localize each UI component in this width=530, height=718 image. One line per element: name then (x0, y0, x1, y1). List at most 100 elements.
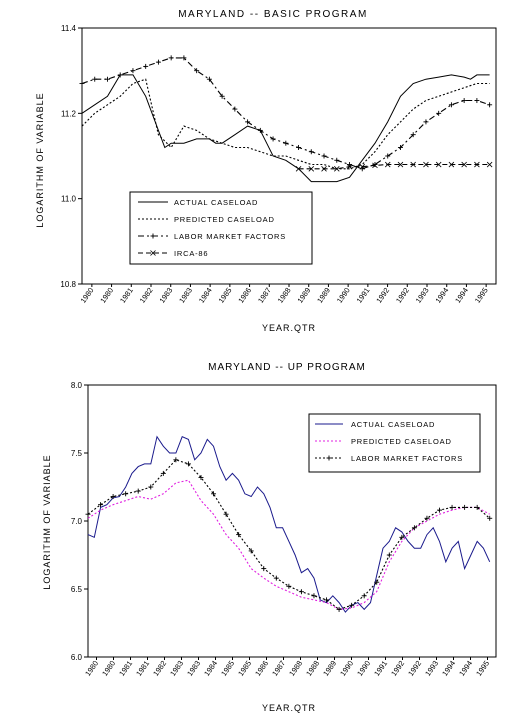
series-marker-2 (98, 502, 104, 508)
series-marker-3 (474, 161, 480, 168)
x-tick-label: 1987 (270, 659, 287, 678)
series-marker-3 (384, 161, 391, 168)
y-axis-label: LOGARITHM OF VARIABLE (35, 92, 45, 227)
x-tick-label: 1990 (335, 286, 352, 305)
series-marker-3 (486, 161, 493, 168)
series-marker-3 (321, 166, 327, 172)
series-marker-2 (372, 162, 378, 168)
x-tick-label: 1980 (98, 286, 115, 305)
series-marker-2 (270, 136, 276, 142)
y-tick-label: 11.4 (61, 24, 77, 33)
x-tick-label: 1985 (236, 659, 253, 678)
x-tick-label: 1988 (276, 286, 293, 305)
series-marker-2 (449, 504, 455, 510)
legend-entry: LABOR MARKET FACTORS (315, 454, 462, 463)
x-tick-label: 1986 (236, 286, 253, 305)
series-marker-2 (334, 157, 340, 163)
series-marker-2 (92, 76, 98, 82)
chart-up-program: MARYLAND -- UP PROGRAM LOGARITHM OF VARI… (42, 362, 497, 713)
series-marker-2 (117, 72, 123, 78)
series-marker-2 (206, 76, 212, 82)
series-marker-2 (321, 153, 327, 159)
chart-title: MARYLAND -- BASIC PROGRAM (178, 9, 368, 20)
chart-title: MARYLAND -- UP PROGRAM (208, 362, 366, 373)
x-tick-label: 1988 (287, 659, 304, 678)
series-marker-2 (423, 119, 429, 125)
series-marker-2 (410, 132, 416, 138)
x-tick-label: 1990 (338, 659, 355, 678)
series-marker-2 (85, 511, 91, 517)
series-marker-2 (148, 484, 154, 490)
series-marker-2 (436, 110, 442, 116)
series-marker-3 (448, 161, 455, 168)
x-tick-label: 1988 (304, 659, 321, 678)
y-tick-label: 8.0 (71, 381, 83, 390)
series-marker-3 (461, 161, 467, 168)
legend-label: ACTUAL CASELOAD (174, 198, 258, 207)
y-tick-label: 6.5 (71, 585, 83, 594)
x-tick-label: 1983 (168, 659, 185, 678)
x-tick-label: 1983 (157, 286, 174, 305)
series-marker-2 (324, 597, 330, 603)
legend: ACTUAL CASELOAD PREDICTED CASELOAD LABOR M… (129, 191, 313, 265)
series-marker-2 (273, 575, 279, 581)
x-tick-label: 1981 (118, 286, 135, 305)
series-marker-3 (435, 161, 442, 168)
legend-entry: LABOR MARKET FACTORS (138, 232, 285, 241)
legend-entry: PREDICTED CASELOAD (315, 437, 451, 446)
series-marker-2 (397, 144, 403, 150)
legend-box (129, 191, 313, 265)
legend-label: PREDICTED CASELOAD (174, 215, 275, 224)
x-axis-label: YEAR.QTR (262, 323, 316, 333)
x-tick-label: 1985 (219, 659, 236, 678)
series-marker-2 (437, 507, 443, 513)
series-marker-2 (257, 127, 263, 133)
series-marker-2 (487, 102, 493, 108)
series-line-1 (81, 78, 490, 170)
series-marker-2 (298, 589, 304, 595)
series-marker-2 (110, 494, 116, 500)
series-line-0 (87, 435, 491, 613)
series-marker-3 (346, 163, 353, 170)
x-tick-label: 1980 (100, 659, 117, 678)
series-marker-2 (261, 566, 267, 572)
x-tick-label: 1995 (473, 286, 490, 305)
series-marker-2 (286, 583, 292, 589)
series-marker-3 (295, 166, 302, 172)
x-tick-label: 1986 (253, 659, 270, 678)
series-marker-2 (474, 98, 480, 104)
series-marker-2 (374, 579, 380, 585)
series-line-2 (81, 57, 490, 170)
series-marker-2 (173, 457, 179, 463)
series-marker-2 (223, 511, 229, 517)
series-marker-2 (143, 63, 149, 69)
series-marker-2 (311, 593, 317, 599)
x-tick-label: 1983 (177, 286, 194, 305)
legend-marker (326, 455, 332, 461)
x-tick-label: 1989 (295, 286, 312, 305)
series-marker-2 (296, 144, 302, 150)
series-marker-2 (130, 68, 136, 74)
series-marker-2 (349, 602, 355, 608)
series-marker-2 (219, 93, 225, 99)
y-tick-label: 11.2 (61, 109, 77, 118)
y-tick-label: 11.0 (61, 195, 77, 204)
legend: ACTUAL CASELOAD PREDICTED CASELOAD LABOR M… (308, 413, 481, 473)
x-tick-label: 1982 (151, 659, 168, 678)
x-tick-label: 1980 (83, 659, 100, 678)
x-tick-label: 1981 (134, 659, 151, 678)
chart-basic-program: MARYLAND -- BASIC PROGRAM LOGARITHM OF V… (35, 9, 497, 333)
series-marker-2 (448, 102, 454, 108)
x-tick-label: 1992 (374, 286, 391, 305)
series-marker-2 (232, 106, 238, 112)
series-marker-2 (194, 68, 200, 74)
legend-marker (150, 233, 156, 239)
x-tick-label: 1985 (217, 286, 234, 305)
series-marker-2 (474, 504, 480, 510)
series-marker-2 (245, 119, 251, 125)
legend-label: ACTUAL CASELOAD (351, 420, 435, 429)
series-line-0 (81, 74, 490, 183)
series-line-1 (87, 479, 490, 610)
series-marker-2 (424, 515, 430, 521)
series-marker-2 (160, 470, 166, 476)
